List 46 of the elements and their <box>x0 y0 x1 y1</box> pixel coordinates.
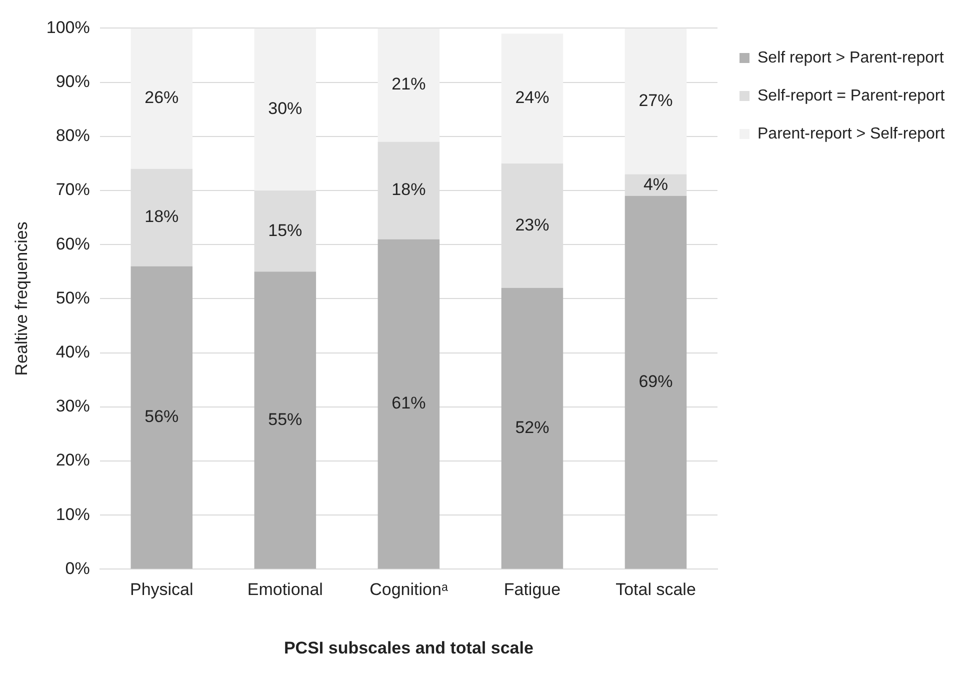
bar <box>254 272 316 569</box>
data-label: 56% <box>144 407 179 426</box>
data-label: 18% <box>144 207 179 226</box>
data-label: 26% <box>144 88 179 108</box>
bar <box>254 28 316 190</box>
y-tick-label: 60% <box>56 234 90 254</box>
bar <box>130 266 193 569</box>
x-tick-label: Fatigue <box>504 580 561 600</box>
data-label: 27% <box>638 90 673 110</box>
data-label: 30% <box>268 99 302 118</box>
data-label: 69% <box>638 372 673 391</box>
y-tick-label: 20% <box>56 450 90 470</box>
data-label: 61% <box>392 394 426 413</box>
legend-label: Self report > Parent-report <box>758 49 944 66</box>
data-label: 4% <box>643 174 668 194</box>
bar <box>501 34 564 164</box>
bar <box>378 28 440 142</box>
x-axis-title: PCSI subscales and total scale <box>284 638 534 658</box>
x-tick-label: Emotional <box>247 580 323 600</box>
y-tick-label: 0% <box>65 558 90 578</box>
y-tick-label: 100% <box>46 18 90 37</box>
bar <box>378 239 440 569</box>
data-label: 21% <box>392 74 426 94</box>
y-tick-label: 40% <box>56 342 90 362</box>
data-label: 55% <box>268 410 302 429</box>
x-tick-label: Total scale <box>616 580 696 600</box>
legend-label: Parent-report > Self-report <box>758 125 946 142</box>
bar <box>624 28 687 174</box>
data-label: 15% <box>268 220 302 240</box>
bar <box>501 288 564 569</box>
data-label: 18% <box>392 180 426 200</box>
x-tick-label: Cognitionᵃ <box>370 580 448 600</box>
bar <box>130 28 193 169</box>
bar <box>624 196 687 569</box>
y-tick-label: 10% <box>56 504 90 524</box>
y-axis-title: Realtive frequencies <box>12 222 31 376</box>
y-tick-label: 70% <box>56 180 90 200</box>
data-label: 24% <box>515 88 550 108</box>
y-tick-label: 80% <box>56 126 90 146</box>
y-tick-label: 50% <box>56 288 90 308</box>
y-tick-label: 90% <box>56 72 90 91</box>
y-tick-label: 30% <box>56 396 90 416</box>
data-label: 23% <box>515 215 550 234</box>
x-tick-label: Physical <box>130 580 194 600</box>
data-label: 52% <box>515 418 550 437</box>
legend-label: Self-report = Parent-report <box>758 87 946 104</box>
